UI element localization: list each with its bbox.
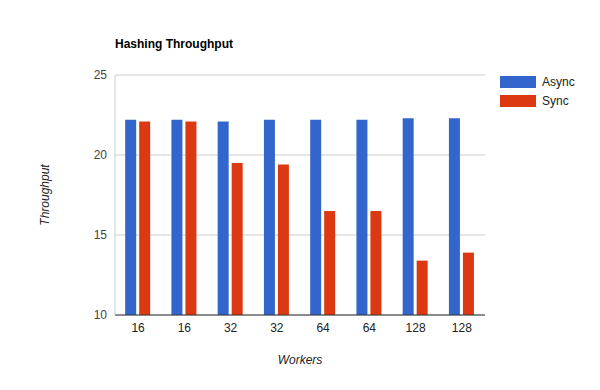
- svg-text:128: 128: [406, 321, 426, 335]
- html-text:Hashing Throughput: Hashing Throughput: [115, 37, 233, 51]
- svg-text:64: 64: [316, 321, 330, 335]
- svg-text:20: 20: [94, 148, 108, 162]
- html-text:Async: Async: [542, 74, 575, 89]
- svg-text:32: 32: [270, 321, 284, 335]
- svg-text:16: 16: [178, 321, 192, 335]
- svg-text:32: 32: [224, 321, 238, 335]
- html-text:Throughput: Throughput: [38, 164, 52, 226]
- html-text:Workers: Workers: [277, 353, 323, 367]
- svg-text:10: 10: [94, 308, 108, 322]
- svg-text:15: 15: [94, 228, 108, 242]
- svg-text:16: 16: [131, 321, 145, 335]
- svg-text:25: 25: [94, 68, 108, 82]
- html-text:Sync: Sync: [542, 93, 569, 108]
- svg-text:64: 64: [363, 321, 377, 335]
- svg-text:128: 128: [452, 321, 472, 335]
